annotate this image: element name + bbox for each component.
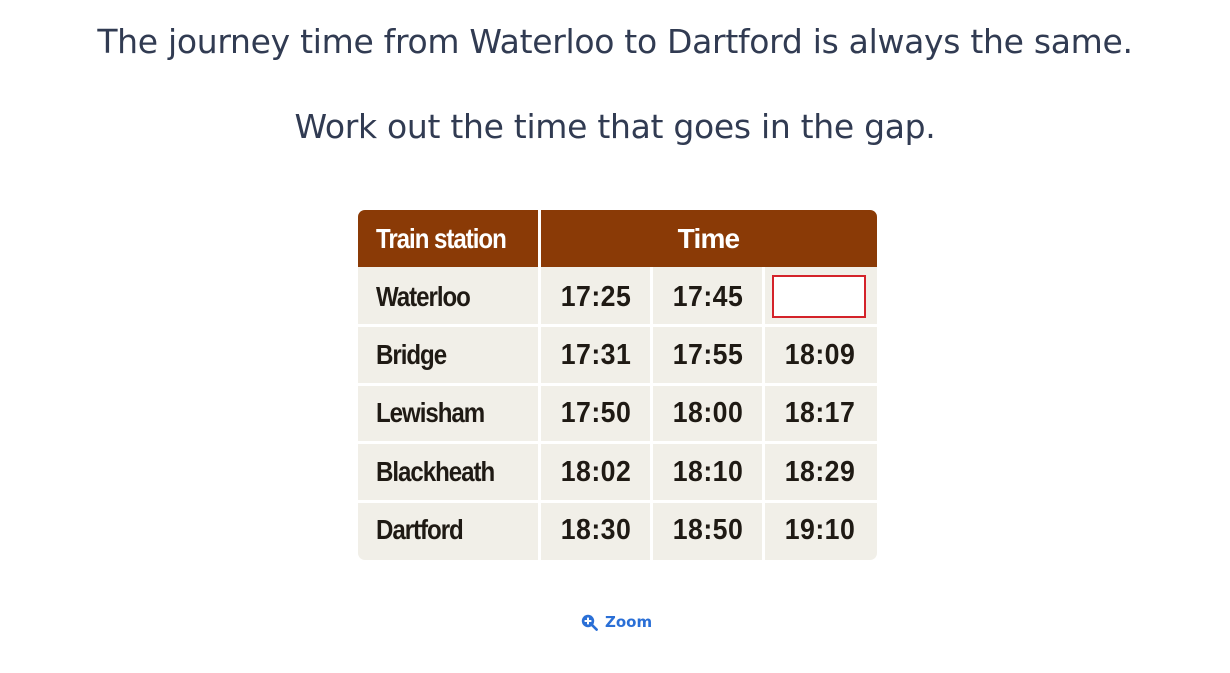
station-lewisham: Lewisham — [376, 385, 484, 441]
zoom-in-icon — [581, 614, 598, 631]
time-cell: 18:09 — [769, 327, 870, 383]
time-cell: 19:10 — [769, 502, 870, 558]
station-dartford: Dartford — [376, 502, 463, 558]
header-train-station: Train station — [376, 210, 506, 267]
question-line-1: The journey time from Waterloo to Dartfo… — [0, 22, 1230, 61]
time-cell: 18:02 — [545, 444, 646, 500]
zoom-button[interactable]: Zoom — [581, 611, 652, 633]
time-cell: 18:29 — [769, 444, 870, 500]
time-cell: 17:50 — [545, 385, 646, 441]
train-timetable: Train station Time Waterloo 17:25 17:45 … — [358, 210, 877, 560]
time-cell: 17:55 — [657, 327, 758, 383]
time-cell: 18:50 — [657, 502, 758, 558]
time-cell: 17:31 — [545, 327, 646, 383]
time-cell: 18:10 — [657, 444, 758, 500]
divider — [762, 267, 765, 560]
time-cell: 18:00 — [657, 385, 758, 441]
timetable-header: Train station Time — [358, 210, 877, 267]
time-cell: 17:45 — [657, 269, 758, 325]
header-time: Time — [540, 210, 877, 267]
station-waterloo: Waterloo — [376, 269, 470, 325]
zoom-label: Zoom — [605, 613, 652, 631]
question-line-2: Work out the time that goes in the gap. — [0, 107, 1230, 146]
station-blackheath: Blackheath — [376, 444, 494, 500]
time-cell: 18:17 — [769, 385, 870, 441]
time-cell: 18:30 — [545, 502, 646, 558]
divider — [650, 267, 653, 560]
time-cell: 17:25 — [545, 269, 646, 325]
station-bridge: Bridge — [376, 327, 446, 383]
answer-gap-box[interactable] — [772, 275, 866, 318]
